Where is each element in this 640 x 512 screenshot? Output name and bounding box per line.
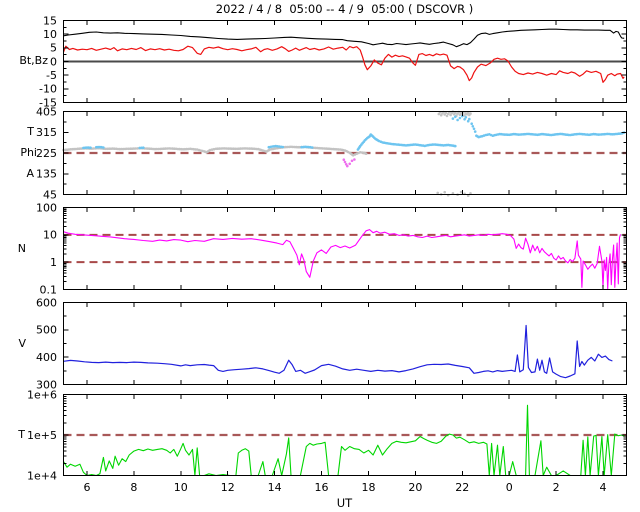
y-axis-label-bt-bz: Bt,Bz [19, 54, 48, 67]
series-phi-blue-main [356, 133, 457, 151]
y-tick-label: 15 [43, 14, 57, 27]
y-tick-label: 0.1 [40, 283, 58, 296]
panel-den: 100 10 1 0.1 [36, 201, 627, 296]
y-tick-labels: 600 500 400 300 [36, 296, 57, 391]
y-tick-label: -15 [39, 96, 57, 109]
plot-title: 2022 / 4 / 8 05:00 -- 4 / 9 05:00 ( DSCO… [215, 2, 474, 16]
series-phi-blue-a [82, 146, 92, 150]
y-tick-label: 10 [43, 28, 57, 41]
x-tick-label: 22 [455, 481, 469, 494]
series-phi-gray-bottom [436, 190, 472, 197]
y-axis-label-temperature: T [18, 428, 25, 441]
series-N [63, 229, 622, 291]
y-axis-label-phi: Phi [20, 146, 37, 159]
axis-ticks [63, 302, 627, 385]
series-phi-blue-c [138, 146, 145, 150]
x-tick-label: 16 [315, 481, 329, 494]
y-tick-label: 500 [36, 324, 57, 337]
y-tick-label: 1 [50, 256, 57, 269]
y-tick-label: -10 [39, 83, 57, 96]
y-axis-label-away: A [26, 167, 34, 180]
x-tick-label: 6 [83, 481, 90, 494]
y-tick-label: 1e+5 [27, 429, 57, 442]
y-tick-label: 10 [43, 229, 57, 242]
x-tick-label: 18 [361, 481, 375, 494]
y-tick-label: 1e+4 [27, 469, 57, 482]
panel-phi: 405 315 225 135 45 [36, 105, 627, 201]
series-phi-blue-d [267, 144, 285, 149]
y-tick-label: 300 [36, 378, 57, 391]
series-phi-blue-b [95, 145, 105, 149]
y-tick-label: -5 [46, 69, 57, 82]
x-tick-label: 12 [221, 481, 235, 494]
series-Bz [62, 45, 625, 83]
x-tick-labels: 6 8 10 12 14 16 18 20 22 0 2 4 [83, 481, 606, 494]
y-tick-label: 5 [50, 42, 57, 55]
series-phi-blue-e [300, 145, 314, 149]
y-tick-label: 45 [43, 188, 57, 201]
y-tick-labels: 405 315 225 135 45 [36, 105, 57, 201]
x-tick-label: 2 [553, 481, 560, 494]
axis-ticks [63, 207, 627, 290]
panel-frame [63, 302, 627, 385]
y-tick-label: 1e+6 [27, 388, 57, 401]
y-tick-labels: 100 10 1 0.1 [36, 201, 57, 296]
axis-ticks [63, 20, 627, 103]
axis-ticks [63, 111, 627, 195]
series-phi-magenta-dots [342, 158, 356, 168]
panel-vel: 600 500 400 300 [36, 296, 627, 391]
panel-frame [63, 207, 627, 290]
y-tick-labels: 1e+6 1e+5 1e+4 [27, 388, 57, 482]
axis-ticks [63, 394, 627, 476]
y-tick-label: 400 [36, 351, 57, 364]
x-tick-label: 0 [506, 481, 513, 494]
series-Bt [63, 28, 625, 48]
x-tick-label: 4 [600, 481, 607, 494]
x-tick-label: 10 [174, 481, 188, 494]
x-axis-label-ut: UT [336, 496, 353, 510]
y-tick-label: 0 [50, 55, 57, 68]
y-axis-label-toward: T [27, 125, 34, 138]
y-tick-label: 225 [36, 147, 57, 160]
y-axis-label-density: N [17, 242, 26, 255]
series-phi-blue-late [475, 131, 626, 139]
y-axis-label-velocity: V [18, 337, 26, 350]
series-phi-blue-top [451, 114, 477, 133]
series-T [63, 404, 625, 477]
y-tick-label: 100 [36, 201, 57, 214]
y-tick-label: 600 [36, 296, 57, 309]
y-tick-label: 135 [36, 168, 57, 181]
x-tick-label: 20 [408, 481, 422, 494]
y-tick-label: 315 [36, 126, 57, 139]
panel-temp: 1e+6 1e+5 1e+4 6 8 10 12 14 16 18 20 22 0 2 4 [27, 388, 627, 494]
x-tick-label: 8 [130, 481, 137, 494]
series-V [63, 324, 613, 379]
series-phi-gray-main [62, 145, 368, 157]
y-tick-label: 405 [36, 105, 57, 118]
x-tick-label: 14 [268, 481, 282, 494]
